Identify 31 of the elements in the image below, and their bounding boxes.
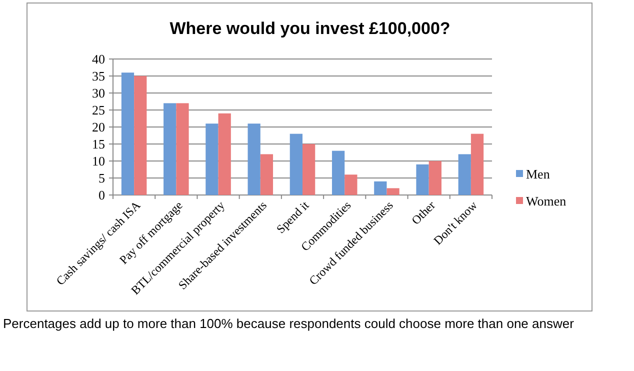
bar [302, 144, 316, 195]
bar [374, 181, 387, 195]
bar [332, 150, 345, 195]
bar [458, 154, 471, 195]
y-tick-label: 0 [98, 188, 105, 203]
y-tick-label: 40 [92, 52, 105, 67]
text: Percentages add up to more than 100% because respondents could choose more than one answer [3, 316, 575, 331]
bar [248, 124, 260, 195]
y-tick-label: 20 [92, 120, 105, 135]
bar [470, 134, 484, 195]
y-tick-label: 5 [98, 170, 105, 186]
bar [121, 72, 134, 195]
y-tick-label: 10 [92, 154, 105, 169]
legend-label: Men [526, 166, 550, 182]
y-tick-label: 35 [92, 68, 105, 84]
bar [344, 174, 358, 195]
bar [176, 103, 189, 195]
legend-label: Women [526, 194, 567, 209]
bar [428, 161, 442, 195]
bar [290, 134, 302, 195]
bar [386, 188, 400, 195]
y-tick-label: 25 [92, 102, 105, 118]
bar [218, 113, 231, 195]
bar [134, 76, 147, 195]
bar [164, 103, 176, 195]
bar [260, 154, 274, 195]
bar [416, 164, 429, 195]
y-tick-label: 30 [92, 86, 105, 101]
bar [206, 124, 218, 195]
chart-title: Where would you invest £100,000? [170, 19, 450, 38]
y-tick-label: 15 [92, 136, 105, 152]
